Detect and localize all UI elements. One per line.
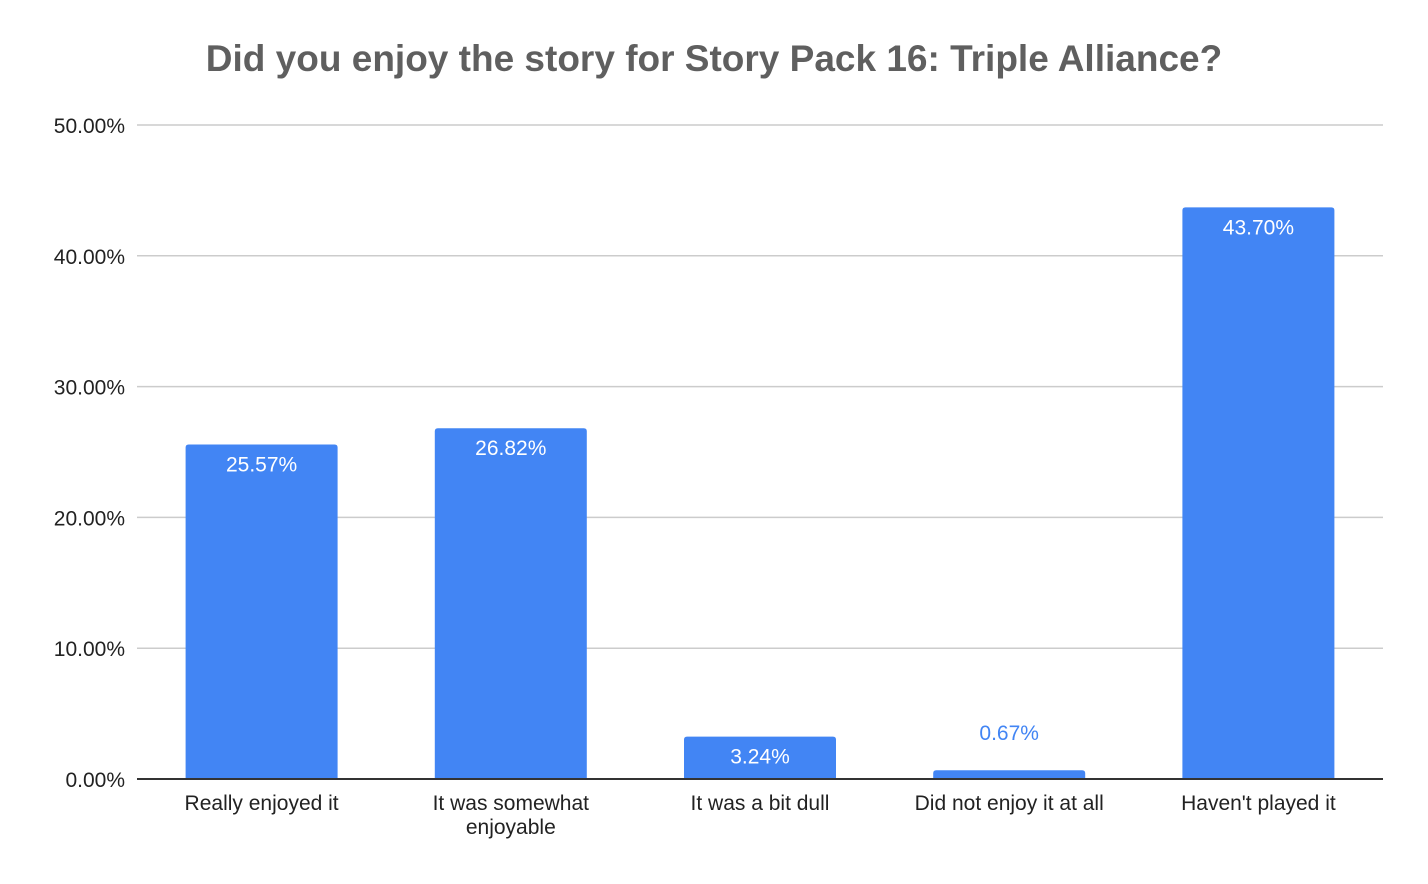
- data-label: 43.70%: [1223, 216, 1294, 239]
- bar: [933, 770, 1086, 779]
- gridlines: [137, 124, 1383, 649]
- data-label: 0.67%: [979, 722, 1039, 745]
- x-tick-label: Really enjoyed it: [185, 792, 339, 815]
- x-tick-label: enjoyable: [466, 816, 556, 839]
- x-tick-label: Haven't played it: [1181, 792, 1336, 815]
- y-tick-label: 30.00%: [54, 377, 125, 400]
- y-tick-label: 10.00%: [54, 638, 125, 661]
- data-label: 26.82%: [475, 437, 546, 460]
- data-label: 3.24%: [730, 746, 790, 769]
- bar: [1182, 207, 1335, 780]
- y-tick-label: 50.00%: [54, 115, 125, 138]
- bar: [434, 428, 587, 779]
- x-tick-label: It was somewhat: [433, 792, 590, 815]
- y-tick-label: 0.00%: [65, 769, 125, 792]
- bars: [185, 207, 1335, 780]
- data-label: 25.57%: [226, 454, 297, 477]
- y-tick-label: 20.00%: [54, 507, 125, 530]
- chart-title: Did you enjoy the story for Story Pack 1…: [205, 38, 1223, 79]
- bar: [185, 444, 338, 779]
- y-tick-label: 40.00%: [54, 246, 125, 269]
- x-tick-label: It was a bit dull: [691, 792, 830, 815]
- labels: 0.00% 10.00% 20.00% 30.00% 40.00% 50.00% 25.57…: [54, 115, 1336, 839]
- bar: [684, 736, 836, 779]
- x-tick-label: Did not enjoy it at all: [915, 792, 1104, 815]
